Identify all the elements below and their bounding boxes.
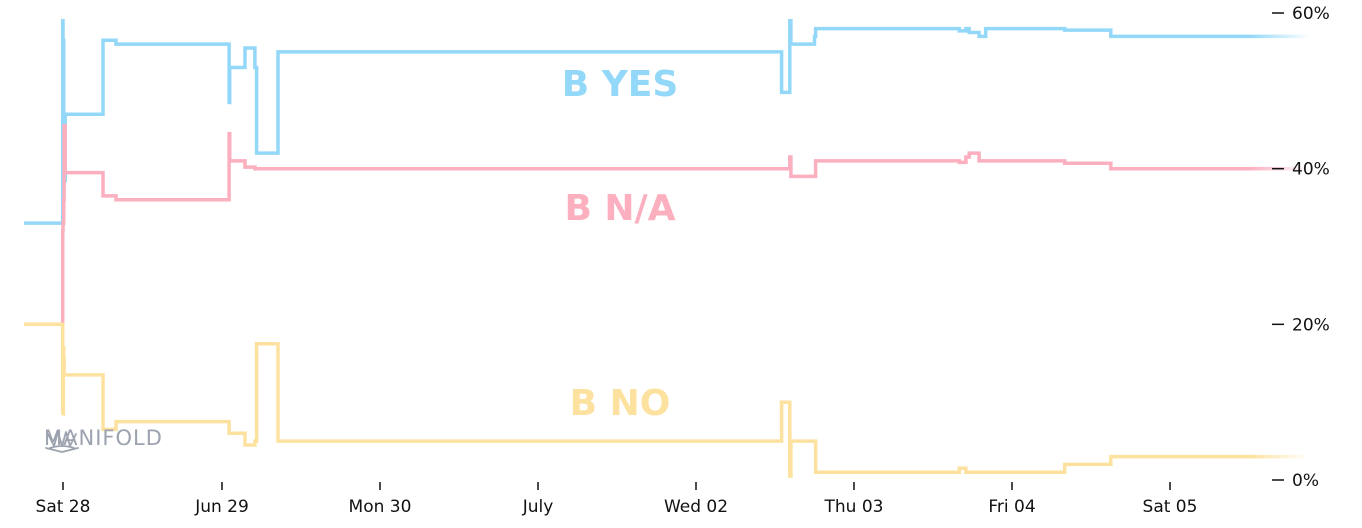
- series-tail-b-yes: [1250, 34, 1310, 39]
- series-label-b-n-a: B N/A: [564, 188, 675, 229]
- y-tick-label: 40%: [1292, 160, 1330, 180]
- x-tick-label: Sat 28: [36, 497, 91, 517]
- series-label-b-no: B NO: [570, 383, 671, 424]
- x-tick-label: Jun 29: [194, 497, 249, 517]
- series-line-b-no: [24, 322, 1250, 478]
- x-axis: Sat 28 Jun 29 Mon 30 July Wed 02 Thu 03 Fri 04…: [36, 482, 1198, 517]
- y-tick-label: 60%: [1292, 4, 1330, 24]
- manifold-crane-icon: [45, 431, 79, 453]
- x-tick-label: Sat 05: [1143, 497, 1198, 517]
- series-label-layer: B YES B N/A B NO: [562, 64, 679, 424]
- x-tick-label: Mon 30: [349, 497, 412, 517]
- x-tick-label: Thu 03: [824, 497, 884, 517]
- x-tick-label: Fri 04: [988, 497, 1035, 517]
- series-label-b-yes: B YES: [562, 64, 679, 105]
- x-tick-label: Wed 02: [664, 497, 728, 517]
- y-axis: 0% 20% 40% 60%: [1272, 4, 1330, 491]
- y-tick-label: 20%: [1292, 315, 1330, 335]
- y-tick-label: 0%: [1292, 471, 1319, 491]
- series-tail-b-no: [1250, 454, 1310, 459]
- series-line-b-n-a: [24, 124, 1250, 327]
- series-layer: [24, 19, 1310, 478]
- x-tick-label: July: [522, 497, 554, 517]
- manifold-watermark: MANIFOLD: [44, 426, 163, 453]
